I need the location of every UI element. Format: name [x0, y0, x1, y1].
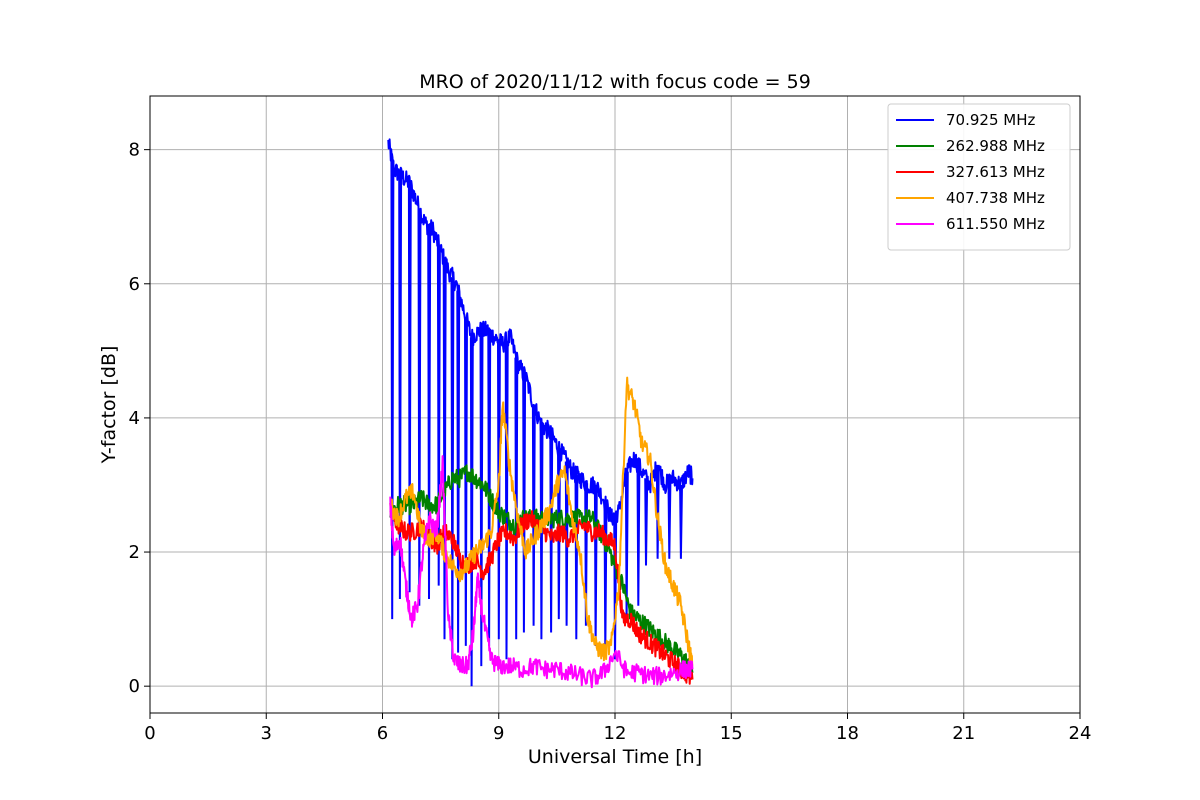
- series-dip: [679, 484, 683, 559]
- x-tick-label: 21: [952, 723, 975, 744]
- y-tick-label: 4: [129, 408, 140, 429]
- series-dip: [479, 330, 484, 667]
- y-tick-label: 0: [129, 676, 140, 697]
- series-dip: [557, 448, 561, 620]
- series-dip: [417, 208, 422, 606]
- series-dip: [450, 277, 455, 660]
- series-layer: [387, 138, 694, 689]
- y-tick-label: 6: [129, 274, 140, 295]
- y-tick-label: 2: [129, 542, 140, 563]
- series-dip: [456, 290, 461, 653]
- x-axis-title: Universal Time [h]: [528, 746, 702, 768]
- series-dip: [407, 183, 412, 593]
- series-dip: [436, 245, 441, 586]
- legend-label: 611.550 MHz: [946, 215, 1045, 233]
- legend-label: 70.925 MHz: [946, 111, 1035, 129]
- series-line-3: [389, 376, 694, 668]
- x-tick-label: 6: [377, 723, 388, 744]
- series-dip: [603, 503, 608, 653]
- x-tick-label: 15: [720, 723, 743, 744]
- series-dip: [497, 340, 501, 640]
- x-tick-label: 9: [493, 723, 504, 744]
- series-dip: [655, 464, 660, 559]
- x-tick-label: 24: [1069, 723, 1092, 744]
- series-line-4: [389, 455, 694, 689]
- x-tick-label: 18: [836, 723, 859, 744]
- series-dip: [636, 464, 641, 606]
- series-dip: [390, 160, 395, 620]
- legend-frame: [887, 103, 1071, 251]
- series-dip: [667, 481, 672, 559]
- legend-label: 407.738 MHz: [946, 189, 1045, 207]
- series-dip: [613, 515, 618, 660]
- y-axis-title: Y-factor [dB]: [98, 346, 120, 465]
- series-dip: [427, 226, 432, 600]
- x-tick-label: 3: [261, 723, 272, 744]
- series-dip: [469, 337, 474, 687]
- series-dip: [574, 474, 579, 640]
- series-line-0: [387, 138, 694, 526]
- x-tick-label: 0: [144, 723, 155, 744]
- series-dip: [398, 174, 403, 600]
- chart-title: MRO of 2020/11/12 with focus code = 59: [419, 71, 811, 93]
- series-dip: [539, 424, 544, 640]
- series-dip: [522, 374, 527, 633]
- series-dip: [514, 357, 519, 640]
- x-tick-label: 12: [604, 723, 627, 744]
- y-tick-label: 8: [129, 140, 140, 161]
- series-dip: [504, 340, 509, 660]
- series-dip: [593, 484, 598, 646]
- legend-label: 327.613 MHz: [946, 163, 1045, 181]
- series-dip: [644, 478, 649, 566]
- legend-label: 262.988 MHz: [946, 137, 1045, 155]
- series-dip: [531, 404, 536, 626]
- legend: 70.925 MHz 262.988 MHz 327.613 MHz 407.738 …: [887, 103, 1071, 251]
- series-dip: [442, 260, 447, 640]
- series-dip: [464, 317, 468, 646]
